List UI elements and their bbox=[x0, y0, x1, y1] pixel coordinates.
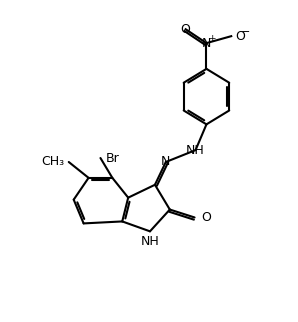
Text: NH: NH bbox=[186, 144, 205, 156]
Text: Br: Br bbox=[105, 152, 119, 165]
Text: +: + bbox=[208, 34, 215, 43]
Text: NH: NH bbox=[141, 235, 159, 248]
Text: O: O bbox=[201, 211, 211, 224]
Text: N: N bbox=[202, 37, 211, 50]
Text: CH₃: CH₃ bbox=[42, 156, 65, 168]
Text: O: O bbox=[235, 30, 245, 43]
Text: −: − bbox=[240, 27, 250, 37]
Text: O: O bbox=[181, 23, 191, 36]
Text: N: N bbox=[161, 156, 170, 168]
